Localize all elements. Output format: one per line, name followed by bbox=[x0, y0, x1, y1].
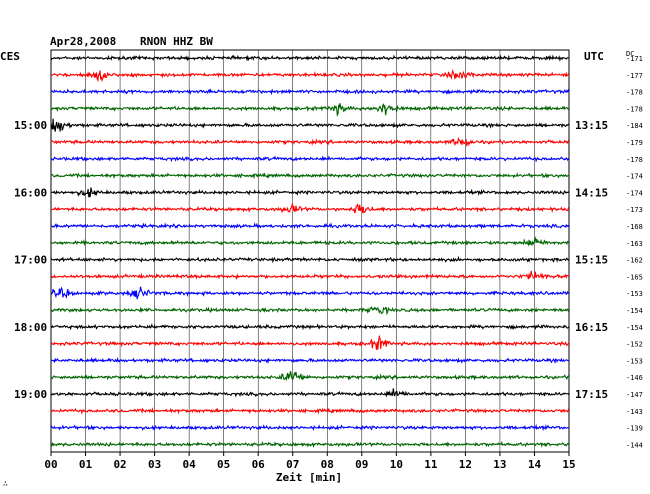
x-tick-label: 12 bbox=[459, 458, 472, 471]
right-hour-label: 15:15 bbox=[575, 254, 608, 267]
trace-row-6 bbox=[50, 155, 570, 163]
trace-row-10 bbox=[50, 222, 570, 230]
left-hour-label: 19:00 bbox=[14, 388, 47, 401]
right-hour-label: 16:15 bbox=[575, 321, 608, 334]
trace-row-14 bbox=[50, 286, 570, 300]
x-tick-label: 06 bbox=[252, 458, 266, 471]
x-tick-label: 11 bbox=[424, 458, 438, 471]
left-hour-label: 18:00 bbox=[14, 321, 47, 334]
left-hour-label: 16:00 bbox=[14, 186, 47, 199]
dc-offset-header: DC bbox=[626, 50, 634, 58]
x-tick-label: 15 bbox=[562, 458, 575, 471]
x-tick-label: 00 bbox=[44, 458, 57, 471]
x-axis-label: Zeit [min] bbox=[276, 471, 342, 484]
recording-date: Apr28,2008 bbox=[50, 35, 116, 48]
trace-row-17 bbox=[50, 334, 570, 350]
dc-offset-label: -171 bbox=[626, 55, 643, 63]
corner-mark: ∴ bbox=[3, 479, 8, 488]
dc-offset-label: -146 bbox=[626, 374, 643, 382]
trace-row-16 bbox=[50, 323, 570, 331]
trace-row-8 bbox=[50, 187, 570, 198]
trace-row-23 bbox=[50, 440, 570, 449]
left-hour-labels: 15:00 16:00 17:00 18:00 19:00 bbox=[14, 119, 47, 401]
x-tick-label: 07 bbox=[286, 458, 299, 471]
dc-offset-label: -179 bbox=[626, 139, 643, 147]
trace-row-4 bbox=[50, 118, 570, 132]
station-channel-label: RNON HHZ BW bbox=[140, 35, 213, 48]
trace-row-5 bbox=[50, 136, 570, 147]
right-hour-label: 17:15 bbox=[575, 388, 608, 401]
right-hour-label: 13:15 bbox=[575, 119, 608, 132]
trace-row-0 bbox=[50, 54, 570, 62]
dc-offset-label: -178 bbox=[626, 89, 643, 97]
dc-offset-label: -153 bbox=[626, 290, 643, 298]
x-axis-ticks: 00 01 02 03 04 05 06 07 08 09 10 11 12 13 14 15 bbox=[44, 452, 576, 471]
grid-lines bbox=[50, 49, 570, 453]
dc-offset-label: -143 bbox=[626, 408, 643, 416]
trace-row-9 bbox=[50, 203, 570, 214]
trace-row-18 bbox=[50, 356, 570, 364]
x-tick-label: 05 bbox=[217, 458, 230, 471]
dc-offset-label: -154 bbox=[626, 324, 643, 332]
trace-row-22 bbox=[50, 423, 570, 432]
trace-row-7 bbox=[50, 171, 570, 180]
trace-row-12 bbox=[50, 255, 570, 264]
trace-row-3 bbox=[50, 103, 570, 117]
trace-row-15 bbox=[50, 305, 570, 316]
x-tick-label: 04 bbox=[183, 458, 197, 471]
x-tick-label: 09 bbox=[355, 458, 368, 471]
dc-offset-label: -162 bbox=[626, 257, 643, 265]
dc-offset-label: -163 bbox=[626, 240, 643, 248]
dc-offset-label: -174 bbox=[626, 173, 643, 181]
dc-offset-label: -154 bbox=[626, 307, 643, 315]
x-tick-label: 02 bbox=[113, 458, 126, 471]
dc-offset-label: -174 bbox=[626, 189, 643, 197]
left-hour-label: 15:00 bbox=[14, 119, 47, 132]
trace-row-13 bbox=[50, 270, 570, 280]
dc-offset-label: -184 bbox=[626, 122, 643, 130]
x-tick-label: 01 bbox=[79, 458, 93, 471]
trace-row-11 bbox=[50, 236, 570, 247]
x-tick-label: 03 bbox=[148, 458, 161, 471]
x-tick-label: 10 bbox=[390, 458, 403, 471]
dc-offset-label: -139 bbox=[626, 425, 643, 433]
x-tick-label: 14 bbox=[528, 458, 542, 471]
dc-offset-label: -178 bbox=[626, 156, 643, 164]
left-hour-label: 17:00 bbox=[14, 254, 47, 267]
x-tick-label: 08 bbox=[321, 458, 334, 471]
trace-row-2 bbox=[50, 88, 570, 96]
dc-offset-label: -168 bbox=[626, 223, 643, 231]
dc-offset-label: -152 bbox=[626, 341, 643, 349]
seismic-traces bbox=[50, 54, 570, 449]
left-timezone-label: CES bbox=[0, 50, 20, 63]
dc-offset-label: -165 bbox=[626, 273, 643, 281]
dc-offset-label: -177 bbox=[626, 72, 643, 80]
dc-offset-label: -144 bbox=[626, 441, 643, 449]
trace-row-20 bbox=[50, 388, 570, 398]
plot-frame bbox=[50, 49, 570, 453]
right-timezone-label: UTC bbox=[584, 50, 604, 63]
trace-row-19 bbox=[50, 371, 570, 382]
dc-offset-label: -147 bbox=[626, 391, 643, 399]
trace-row-1 bbox=[50, 68, 570, 83]
dc-offset-label: -153 bbox=[626, 357, 643, 365]
dc-offset-labels: -171 -177 -178 -178 -184 -179 -178 -174 -174 -173… bbox=[626, 55, 643, 449]
x-tick-label: 13 bbox=[493, 458, 506, 471]
dc-offset-label: -173 bbox=[626, 206, 643, 214]
right-hour-label: 14:15 bbox=[575, 186, 608, 199]
trace-row-21 bbox=[50, 407, 570, 415]
right-hour-labels: 13:15 14:15 15:15 16:15 17:15 bbox=[575, 119, 608, 401]
dc-offset-label: -178 bbox=[626, 105, 643, 113]
